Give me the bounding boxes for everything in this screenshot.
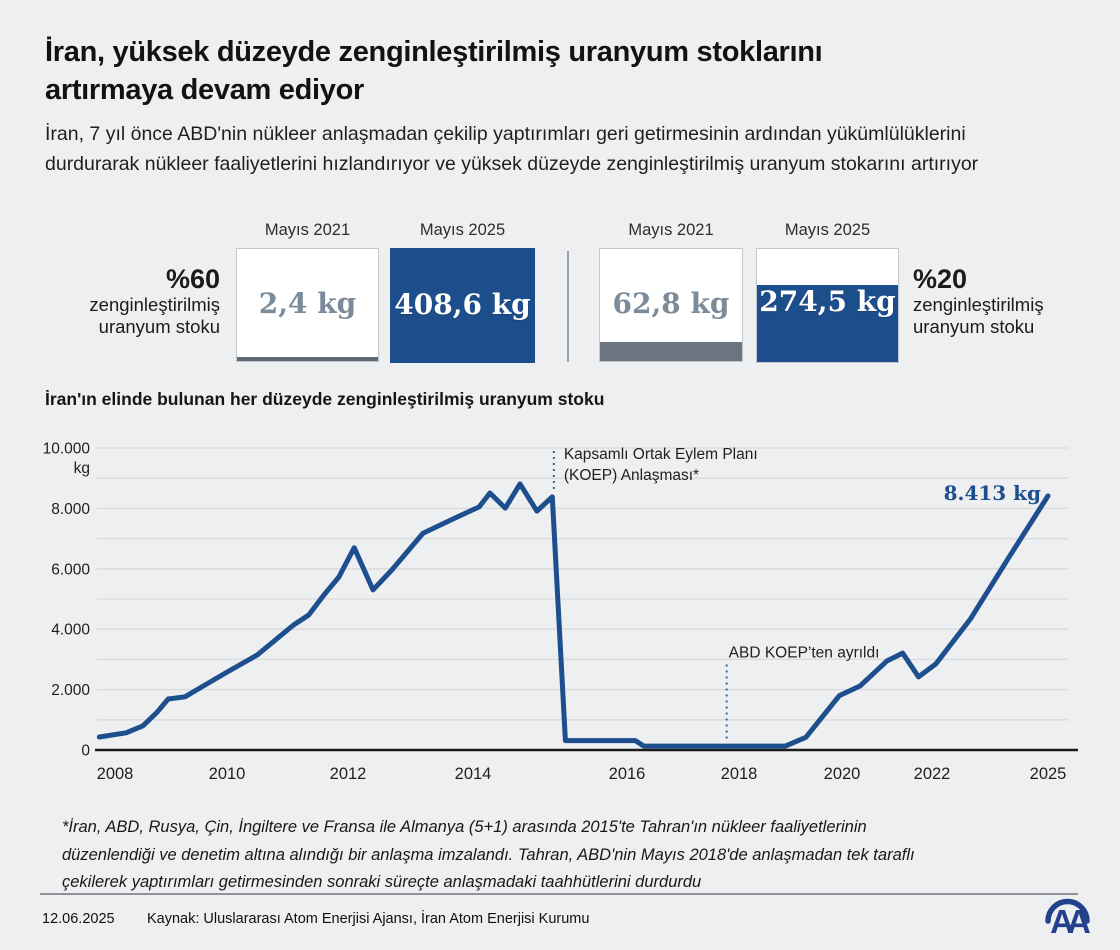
page-title-line1: İran, yüksek düzeyde zenginleştirilmiş u… [45, 36, 823, 68]
page-subtitle-line2: durdurarak nükleer faaliyetlerini hızlan… [45, 153, 979, 175]
enrichment-20-percent: %20 [913, 264, 968, 294]
x-tick-label: 2025 [1030, 765, 1067, 783]
stock-value-20-2025: 274,5 kg [759, 285, 896, 318]
x-tick-label: 2020 [824, 765, 861, 783]
stock-fill-20-2025 [757, 285, 898, 362]
stock-fill-20-2021 [600, 342, 742, 361]
page-title-line2: artırmaya devam ediyor [45, 74, 365, 106]
page-title: İran, yüksek düzeyde zenginleştirilmiş u… [45, 33, 823, 109]
x-tick-label: 2008 [97, 765, 134, 783]
x-tick-label: 2018 [721, 765, 758, 783]
enrichment-60-label: %60 zenginleştirilmiş uranyum stoku [45, 265, 220, 338]
annotation-label-koep: Kapsamlı Ortak Eylem Planı [564, 446, 758, 463]
x-tick-label: 2014 [455, 765, 492, 783]
footnote-line3: çekilerek yaptırımları getirmesinden son… [62, 873, 702, 891]
footnote-line2: düzenlendiği ve denetim altına alındığı … [62, 845, 915, 864]
x-tick-label: 2016 [609, 765, 646, 783]
publish-date: 12.06.2025 [42, 911, 115, 927]
footer-divider [40, 893, 1078, 895]
enrichment-20-label-line1: zenginleştirilmiş [913, 294, 1044, 315]
period-label-20-2021: Mayıs 2021 [628, 221, 714, 239]
stock-fill-60-2021 [237, 357, 378, 361]
y-tick-label: 10.000 [43, 441, 91, 458]
enrichment-60-percent: %60 [165, 264, 220, 294]
y-axis-unit-label: kg [74, 460, 90, 477]
chart-title: İran'ın elinde bulunan her düzeyde zengi… [45, 389, 605, 409]
x-tick-label: 2012 [330, 765, 367, 783]
anadolu-agency-logo: AA [1045, 898, 1092, 940]
x-tick-label: 2022 [914, 765, 951, 783]
aa-logo-arc [1045, 898, 1090, 924]
page-subtitle: İran, 7 yıl önce ABD'nin nükleer anlaşma… [45, 119, 978, 179]
y-tick-label: 0 [81, 743, 90, 760]
comparison-divider [567, 251, 569, 362]
stock-value-60-2025: 408,6 kg [394, 287, 531, 321]
page-subtitle-line1: İran, 7 yıl önce ABD'nin nükleer anlaşma… [45, 123, 966, 145]
y-tick-label: 6.000 [51, 561, 90, 578]
enrichment-20-label: %20 zenginleştirilmiş uranyum stoku [913, 265, 1118, 338]
annotation-label-koep: (KOEP) Anlaşması* [564, 467, 699, 484]
uranium-stock-line-chart: 0 2.000 4.000 6.000 8.000 10.000 kg 2008 2010 201… [43, 441, 1078, 783]
x-tick-label: 2010 [209, 765, 246, 783]
footnote: *İran, ABD, Rusya, Çin, İngiltere ve Fra… [62, 814, 915, 897]
uranium-stock-line [96, 481, 1051, 749]
end-value-label: 8.413 kg [944, 481, 1041, 505]
stock-box-60-2025: 408,6 kg [390, 248, 535, 363]
period-label-60-2021: Mayıs 2021 [264, 221, 351, 239]
stock-value-60-2021: 2,4 kg [258, 287, 357, 321]
y-tick-label: 8.000 [51, 501, 90, 518]
stock-value-20-2021: 62,8 kg [612, 287, 730, 321]
period-label-20-2025: Mayıs 2025 [784, 221, 871, 239]
enrichment-60-label-line1: zenginleştirilmiş [89, 294, 220, 315]
source-text: Kaynak: Uluslararası Atom Enerjisi Ajans… [147, 911, 590, 927]
stock-box-20-2021: 62,8 kg [599, 248, 743, 362]
annotation-label-abd: ABD KOEP’ten ayrıldı [729, 645, 880, 662]
enrichment-20-label-line2: uranyum stoku [913, 316, 1035, 337]
y-tick-label: 4.000 [51, 622, 90, 639]
enrichment-60-label-line2: uranyum stoku [98, 316, 220, 337]
y-tick-label: 2.000 [51, 682, 90, 699]
stock-box-20-2025: 274,5 kg [756, 248, 899, 363]
stock-box-60-2021: 2,4 kg [236, 248, 379, 362]
period-label-60-2025: Mayıs 2025 [419, 221, 506, 239]
footnote-line1: *İran, ABD, Rusya, Çin, İngiltere ve Fra… [62, 818, 867, 836]
stock-fill-60-2025 [391, 249, 534, 362]
